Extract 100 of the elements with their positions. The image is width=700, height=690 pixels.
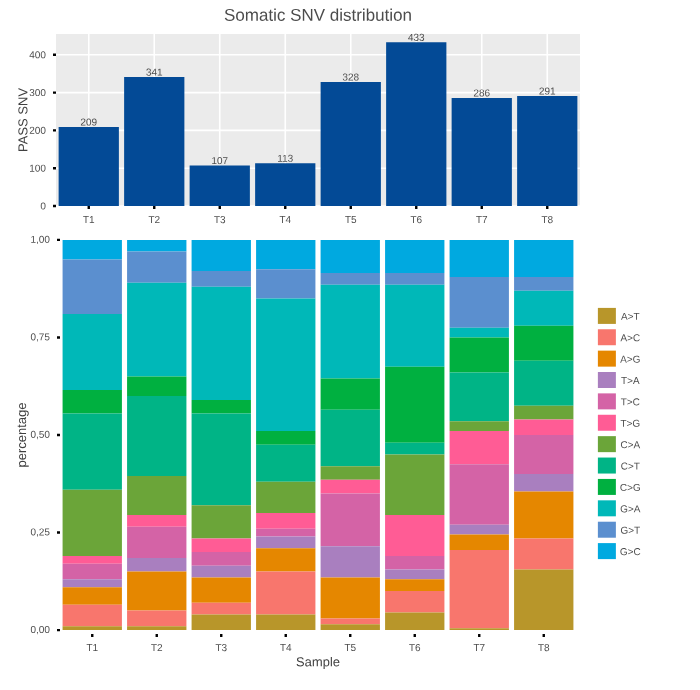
bar (514, 276, 574, 291)
bar (191, 552, 251, 566)
bar (127, 571, 187, 611)
bar (191, 239, 251, 272)
bar (256, 614, 316, 631)
bar (449, 327, 509, 338)
bar (256, 444, 316, 482)
bar (449, 239, 509, 277)
bar (62, 259, 122, 315)
bar (191, 538, 251, 553)
bar (385, 273, 445, 285)
bar (62, 314, 122, 391)
bar (127, 475, 187, 515)
bar (127, 557, 187, 572)
bar (191, 614, 251, 631)
bar (62, 563, 122, 580)
bar (385, 569, 445, 580)
bar (320, 577, 380, 619)
bar (514, 474, 574, 492)
bar (191, 399, 251, 414)
bar (449, 464, 509, 525)
bar (386, 42, 447, 206)
bar (385, 366, 445, 443)
bar (320, 239, 380, 274)
bar (320, 273, 380, 285)
bar (320, 466, 380, 480)
bar (256, 239, 316, 270)
bar (191, 505, 251, 539)
bar (256, 298, 316, 432)
bar (127, 239, 187, 252)
bar (320, 546, 380, 578)
bar (514, 290, 574, 326)
bar (449, 534, 509, 551)
bar (385, 239, 445, 274)
bar (320, 284, 380, 379)
bar (256, 269, 316, 299)
bar (449, 550, 509, 629)
bar (320, 82, 381, 206)
bar (256, 431, 316, 445)
bar (320, 624, 380, 631)
bar (449, 421, 509, 432)
bar (191, 565, 251, 578)
bar (320, 618, 380, 625)
bar (127, 282, 187, 377)
bar (385, 514, 445, 556)
bar (514, 419, 574, 435)
bar (256, 513, 316, 529)
bar (191, 577, 251, 603)
bar (189, 165, 250, 206)
bar (127, 395, 187, 476)
bar (385, 579, 445, 592)
chart-title: Somatic SNV distribution (224, 8, 411, 21)
bar (449, 337, 509, 373)
bar (191, 413, 251, 506)
bar (449, 276, 509, 328)
bar (451, 97, 512, 206)
bar (320, 409, 380, 467)
bar (58, 126, 119, 206)
bar (385, 612, 445, 631)
bar (385, 284, 445, 367)
bar (127, 514, 187, 527)
bar (127, 376, 187, 396)
bar (191, 602, 251, 615)
bar (256, 536, 316, 549)
bar (127, 251, 187, 283)
bar (62, 413, 122, 490)
bar (385, 591, 445, 613)
bar (62, 587, 122, 605)
bar (62, 555, 122, 564)
bar (255, 163, 316, 206)
bar (320, 378, 380, 410)
bar (385, 442, 445, 455)
bar (62, 489, 122, 556)
bar (256, 481, 316, 514)
bar (191, 286, 251, 400)
bar (62, 579, 122, 588)
bar (514, 435, 574, 475)
bar (514, 569, 574, 631)
bar (320, 493, 380, 547)
bar (127, 526, 187, 558)
bar (62, 390, 122, 414)
bar (256, 571, 316, 615)
bar (62, 239, 122, 260)
bar (191, 271, 251, 287)
bar (256, 548, 316, 572)
bar (514, 360, 574, 406)
bar (62, 604, 122, 627)
bar (124, 77, 185, 206)
bar (320, 479, 380, 494)
bar (517, 95, 578, 206)
bar (449, 372, 509, 422)
bar (514, 405, 574, 420)
bar (385, 555, 445, 570)
bar (514, 538, 574, 570)
bar (385, 454, 445, 515)
bar (514, 491, 574, 539)
bar (449, 524, 509, 535)
bar (514, 325, 574, 361)
bar (449, 431, 509, 465)
bar (127, 610, 187, 627)
